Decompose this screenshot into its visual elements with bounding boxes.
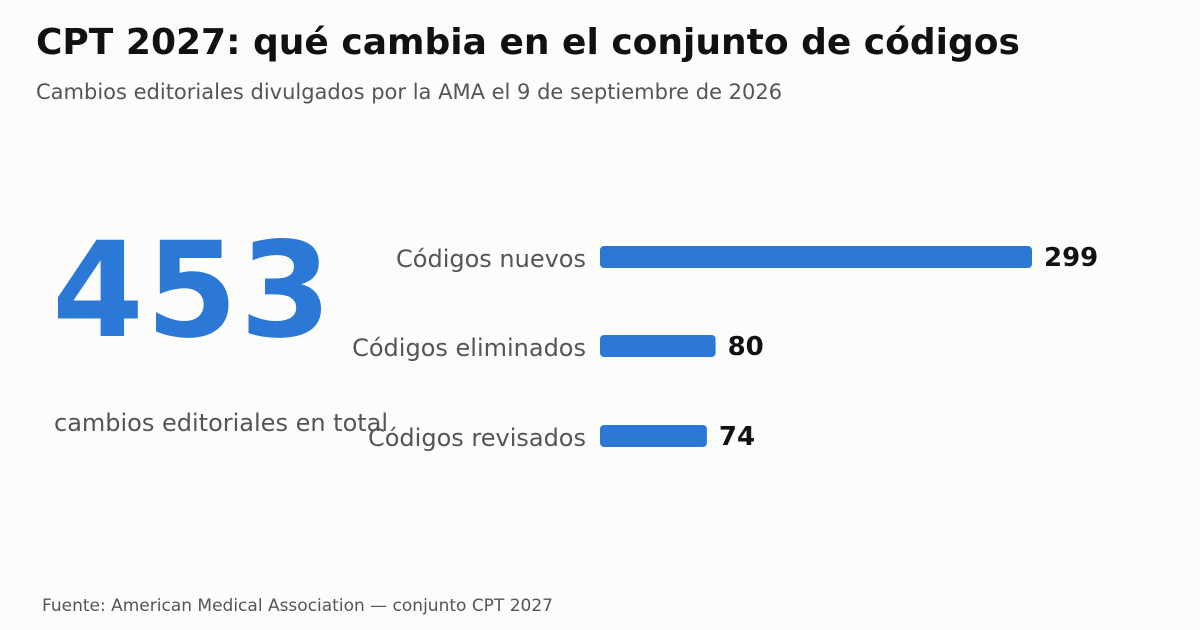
category-label: Códigos eliminados xyxy=(352,334,586,362)
total-changes-caption: cambios editoriales en total xyxy=(54,409,389,437)
page-subtitle: Cambios editoriales divulgados por la AM… xyxy=(36,80,783,104)
value-label: 80 xyxy=(728,332,764,362)
page-title: CPT 2027: qué cambia en el conjunto de c… xyxy=(36,22,1020,63)
value-label: 74 xyxy=(719,422,755,452)
bar xyxy=(600,246,1032,268)
bar xyxy=(600,425,707,447)
source-note: Fuente: American Medical Association — c… xyxy=(42,596,553,616)
value-label: 299 xyxy=(1044,243,1098,273)
category-label: Códigos revisados xyxy=(368,424,586,452)
total-changes-number: 453 xyxy=(52,214,334,368)
category-label: Códigos nuevos xyxy=(396,245,586,273)
bar xyxy=(600,335,716,357)
